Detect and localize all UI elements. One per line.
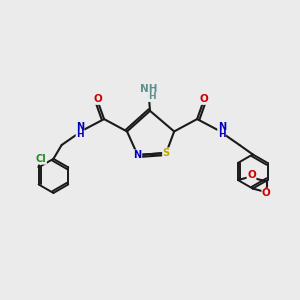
- Text: N: N: [218, 122, 226, 132]
- Text: N: N: [76, 122, 84, 132]
- Text: H: H: [218, 130, 226, 140]
- Text: O: O: [199, 94, 208, 104]
- Text: H: H: [76, 130, 84, 140]
- Text: O: O: [93, 94, 102, 104]
- Text: H: H: [148, 92, 155, 101]
- Text: Cl: Cl: [36, 154, 46, 164]
- Text: O: O: [247, 170, 256, 180]
- Text: N: N: [134, 150, 142, 160]
- Text: S: S: [163, 148, 170, 158]
- Text: O: O: [262, 188, 271, 198]
- Text: NH: NH: [140, 84, 157, 94]
